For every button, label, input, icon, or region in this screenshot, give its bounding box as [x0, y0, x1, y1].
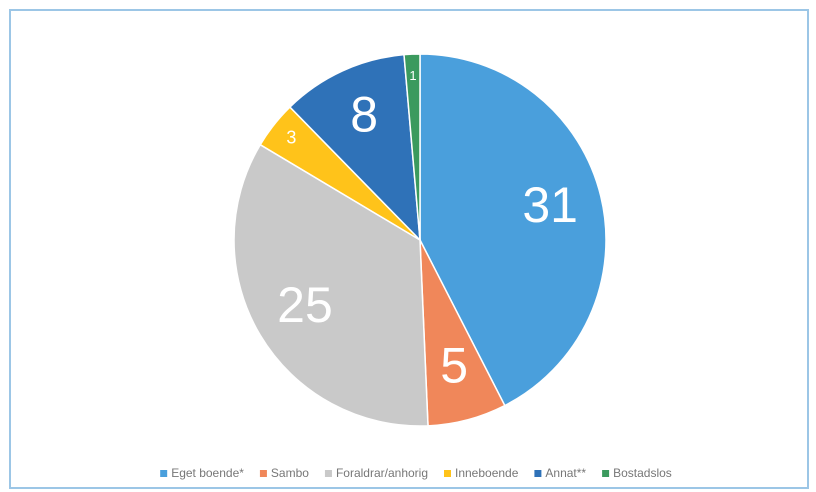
data-label: 25 — [277, 277, 333, 333]
legend-label: Sambo — [271, 466, 309, 480]
legend-marker — [324, 470, 332, 477]
legend-marker — [534, 470, 542, 477]
legend-marker — [160, 470, 168, 477]
pie-slice — [288, 53, 421, 243]
legend-label: Foraldrar/anhorig — [336, 466, 428, 480]
legend-marker — [444, 470, 451, 477]
legend-label: Annat** — [545, 466, 586, 480]
legend-label: Inneboende — [455, 466, 519, 480]
legend-marker — [602, 470, 610, 477]
data-label: 8 — [350, 86, 378, 142]
data-label: 31 — [522, 177, 578, 233]
legend-marker — [259, 470, 267, 477]
pie-slice — [233, 143, 429, 427]
data-label: 3 — [286, 127, 296, 147]
pie-slice — [403, 53, 421, 241]
data-label: 5 — [440, 338, 468, 394]
data-label: 1 — [409, 68, 416, 83]
pie-slice — [419, 53, 607, 407]
legend-label: Eget boende* — [171, 466, 244, 480]
legend-label: Bostadslos — [613, 466, 672, 480]
